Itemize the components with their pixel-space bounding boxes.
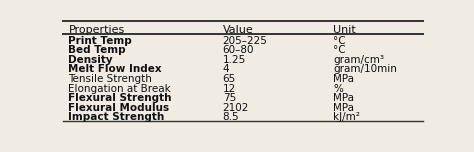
Text: 65: 65 [223, 74, 236, 84]
Text: Density: Density [68, 55, 113, 65]
Text: gram/10min: gram/10min [333, 64, 397, 74]
Text: MPa: MPa [333, 93, 354, 103]
Text: Properties: Properties [68, 25, 125, 35]
Text: 75: 75 [223, 93, 236, 103]
Text: Value: Value [223, 25, 254, 35]
Text: 2102: 2102 [223, 103, 249, 113]
Text: °C: °C [333, 45, 346, 55]
Text: Melt Flow Index: Melt Flow Index [68, 64, 162, 74]
Text: Elongation at Break: Elongation at Break [68, 84, 171, 94]
Text: Flexural Strength: Flexural Strength [68, 93, 172, 103]
Text: kJ/m²: kJ/m² [333, 112, 360, 122]
Text: Bed Temp: Bed Temp [68, 45, 126, 55]
Text: 8.5: 8.5 [223, 112, 239, 122]
Text: 12: 12 [223, 84, 236, 94]
Text: Flexural Modulus: Flexural Modulus [68, 103, 170, 113]
Text: MPa: MPa [333, 74, 354, 84]
Text: Impact Strength: Impact Strength [68, 112, 164, 122]
Text: 1.25: 1.25 [223, 55, 246, 65]
Text: MPa: MPa [333, 103, 354, 113]
Text: 4: 4 [223, 64, 229, 74]
Text: gram/cm³: gram/cm³ [333, 55, 384, 65]
Text: Unit: Unit [333, 25, 356, 35]
Text: Tensile Strength: Tensile Strength [68, 74, 152, 84]
Text: %: % [333, 84, 343, 94]
Text: 60–80: 60–80 [223, 45, 254, 55]
Text: Print Temp: Print Temp [68, 36, 132, 46]
Text: °C: °C [333, 36, 346, 46]
Text: 205–225: 205–225 [223, 36, 268, 46]
